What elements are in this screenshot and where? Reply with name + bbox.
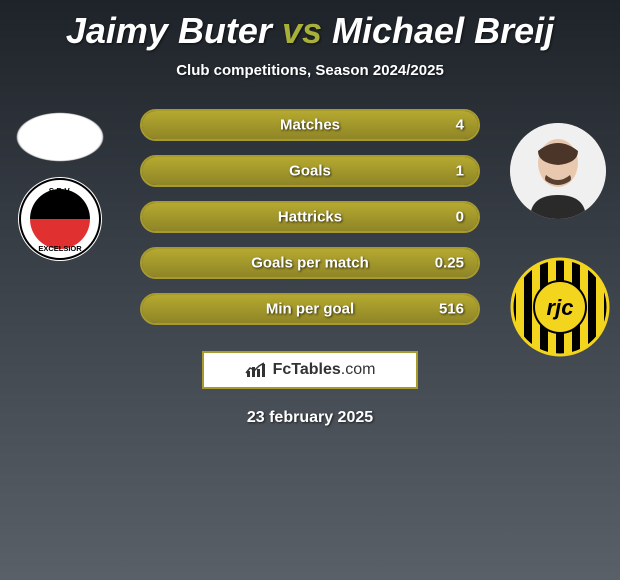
brand-name: FcTables	[273, 361, 341, 378]
player2-name: Michael Breij	[332, 10, 554, 51]
svg-text:EXCELSIOR: EXCELSIOR	[38, 244, 82, 253]
stat-bar: Goals per match 0.25	[140, 247, 480, 279]
chart-icon	[245, 361, 267, 379]
player1-name: Jaimy Buter	[66, 10, 272, 51]
stat-value: 516	[439, 301, 464, 318]
page-title: Jaimy Buter vs Michael Breij	[0, 0, 620, 52]
stat-bar: Hattricks 0	[140, 201, 480, 233]
player2-club-badge: rjc	[510, 257, 610, 357]
comparison-content: S.B.V. EXCELSIOR	[0, 109, 620, 427]
svg-text:S.B.V.: S.B.V.	[49, 187, 71, 196]
stat-bar: Matches 4	[140, 109, 480, 141]
excelsior-badge-icon: S.B.V. EXCELSIOR	[18, 177, 102, 261]
stat-value: 1	[456, 163, 464, 180]
stat-label: Hattricks	[278, 209, 342, 226]
brand-text: FcTables.com	[273, 361, 376, 379]
stat-bar: Min per goal 516	[140, 293, 480, 325]
brand-box: FcTables.com	[202, 351, 418, 389]
svg-text:rjc: rjc	[547, 295, 574, 320]
stat-label: Matches	[280, 117, 340, 134]
player1-club-badge: S.B.V. EXCELSIOR	[18, 177, 102, 261]
stat-value: 4	[456, 117, 464, 134]
subtitle: Club competitions, Season 2024/2025	[0, 62, 620, 79]
date-text: 23 february 2025	[0, 409, 620, 427]
roda-badge-icon: rjc	[510, 257, 610, 357]
player-portrait-icon	[510, 123, 606, 219]
player1-avatar	[10, 109, 110, 165]
stat-label: Min per goal	[266, 301, 354, 318]
stat-label: Goals	[289, 163, 331, 180]
brand-suffix: .com	[341, 361, 376, 378]
stat-bar: Goals 1	[140, 155, 480, 187]
stats-bars: Matches 4 Goals 1 Hattricks 0 Goals per …	[140, 109, 480, 325]
stat-value: 0.25	[435, 255, 464, 272]
player2-avatar	[510, 123, 606, 219]
stat-label: Goals per match	[251, 255, 369, 272]
vs-text: vs	[282, 10, 322, 51]
stat-value: 0	[456, 209, 464, 226]
